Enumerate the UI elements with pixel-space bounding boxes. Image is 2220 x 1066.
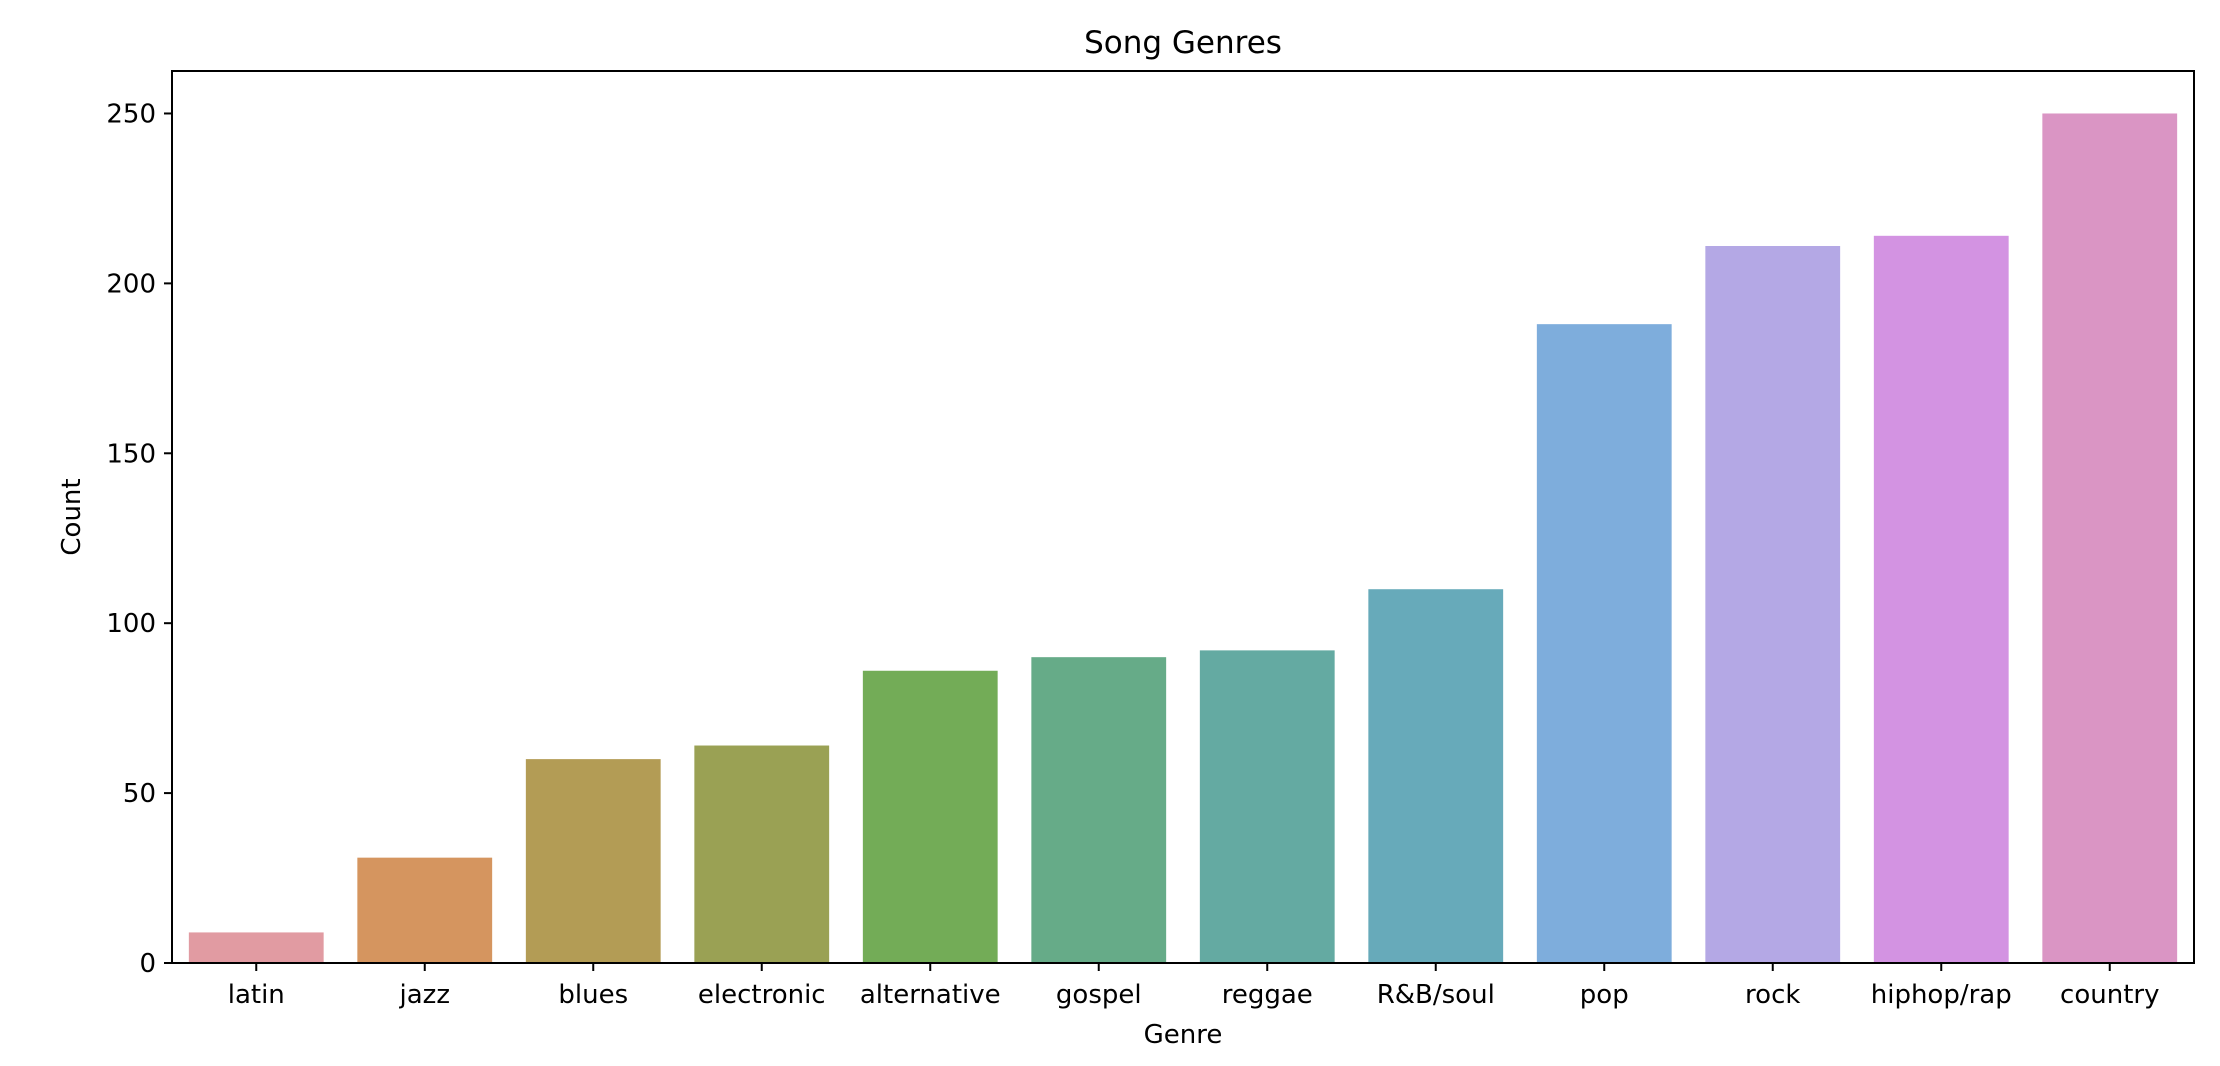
x-tick-label: alternative [860,980,1001,1010]
x-tick-label: R&B/soul [1377,980,1495,1010]
y-axis-label: Count [57,478,87,555]
y-tick-label: 0 [139,949,156,979]
y-tick-label: 100 [106,609,156,639]
bar-country [2042,113,2178,963]
x-tick-label: rock [1745,980,1800,1010]
x-tick-label: electronic [698,980,826,1010]
bar-gospel [1031,657,1167,963]
bar-alternative [862,670,998,963]
y-tick-label: 200 [106,269,156,299]
x-tick-label: reggae [1222,980,1313,1010]
bar-latin [188,932,324,963]
bar-jazz [357,857,493,963]
bar-reggae [1199,650,1335,963]
plot-frame [171,70,2195,964]
bar-electronic [694,745,830,963]
bar-blues [525,759,661,963]
x-tick-label: blues [558,980,628,1010]
x-tick-label: gospel [1056,980,1142,1010]
bar-hiphop-rap [1873,235,2009,963]
y-tick-label: 250 [106,99,156,129]
x-tick-label: hiphop/rap [1871,980,2012,1010]
bar-pop [1536,324,1672,963]
x-tick-label: country [2060,980,2159,1010]
axes-layer: latin jazz blues electronic alternative gospe… [106,70,2195,1010]
x-tick-label: latin [228,980,285,1010]
x-tick-label: jazz [399,980,450,1010]
bars-layer [188,113,2178,964]
x-tick-label: pop [1580,980,1629,1010]
chart-title: Song Genres [1084,25,1282,61]
y-tick-label: 150 [106,439,156,469]
x-axis-label: Genre [1144,1020,1223,1050]
y-tick-label: 50 [123,779,156,809]
bar-r-b-soul [1368,589,1504,963]
bar-rock [1705,246,1841,964]
